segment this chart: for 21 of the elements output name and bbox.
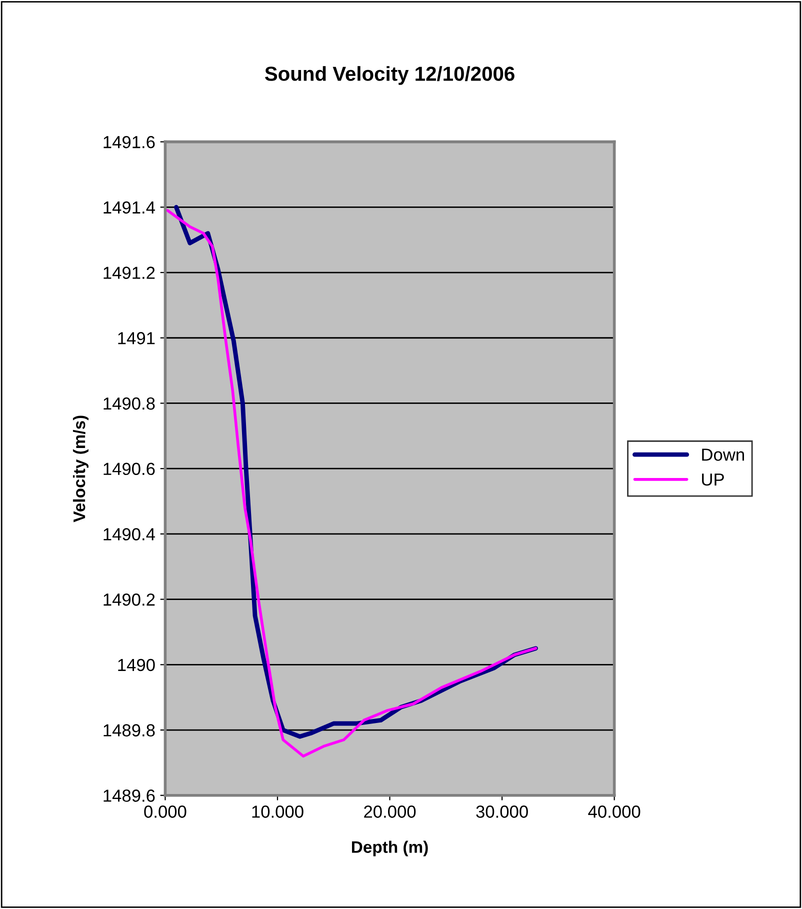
- y-tick-label: 1491.6: [104, 136, 155, 148]
- chart-title: Sound Velocity 12/10/2006: [264, 66, 514, 85]
- x-tick-label: 20.000: [364, 806, 416, 818]
- y-tick-label: 1490: [118, 658, 155, 672]
- y-axis-title: Velocity (m/s): [72, 416, 89, 522]
- y-tick-label: 1491.4: [104, 201, 155, 214]
- x-tick-label: 30.000: [476, 806, 528, 818]
- legend-label: Down: [702, 448, 744, 461]
- y-tick-label: 1490.6: [104, 462, 155, 476]
- y-tick-label: 1489.6: [104, 790, 155, 802]
- y-tick-label: 1491: [118, 332, 155, 344]
- x-axis-title: Depth (m): [352, 840, 428, 856]
- y-tick-label: 1490.8: [104, 397, 155, 410]
- legend-label: UP: [702, 474, 724, 486]
- y-tick-label: 1489.8: [104, 724, 155, 736]
- y-tick-label: 1490.2: [104, 593, 155, 606]
- x-tick-label: 10.000: [252, 806, 304, 818]
- y-tick-label: 1491.2: [104, 266, 155, 279]
- y-tick-label: 1490.4: [104, 528, 155, 540]
- x-tick-label: 0.000: [144, 806, 186, 818]
- x-tick-label: 40.000: [588, 806, 640, 818]
